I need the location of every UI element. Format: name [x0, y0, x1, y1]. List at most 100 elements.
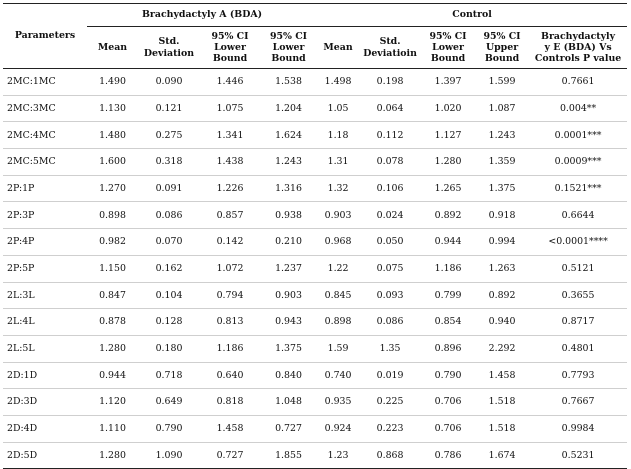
p-value-cell: 0.7661: [529, 68, 628, 96]
control-ci-upper-cell: 1.674: [475, 442, 530, 469]
control-mean-cell: 1.32: [317, 175, 360, 203]
table-row: 2L:5L 1.280 0.180 1.186 1.375 1.59 1.35 0.896 2.…: [3, 335, 628, 363]
parameter-cell: 2MC:3MC: [3, 95, 87, 123]
bda-group-header: Brachydactyly A (BDA): [87, 3, 318, 27]
parameter-cell: 2P:3P: [3, 201, 87, 230]
control-std-header-line: Std.: [379, 36, 401, 48]
control-std-header-line: Deviatioin: [363, 47, 417, 59]
bda-std-header: Std. Deviation: [138, 26, 200, 69]
parameter-cell: 2L:5L: [3, 335, 87, 363]
table-row: 2MC:1MC 1.490 0.090 1.446 1.538 1.498 0.198 1.3…: [3, 68, 628, 96]
p-value-cell: 0.6644: [529, 201, 628, 230]
control-group-header: Control: [317, 3, 628, 27]
bda-ci-lower-cell: 1.438: [200, 148, 260, 176]
control-ci-upper-cell: 1.458: [475, 362, 530, 390]
bda-ci-second-cell: 1.855: [260, 442, 318, 469]
bda-ci-second-cell: 1.375: [260, 335, 318, 363]
control-mean-cell: 0.924: [317, 415, 360, 443]
bda-mean-cell: 0.847: [87, 282, 138, 310]
control-std-cell: 0.112: [359, 121, 422, 150]
control-mean-cell: 1.22: [317, 255, 360, 283]
control-std-cell: 0.019: [359, 362, 422, 390]
bda-ci-second-cell: 1.538: [260, 68, 318, 96]
bda-mean-cell: 0.944: [87, 362, 138, 390]
control-mean-header-line: Mean: [323, 41, 353, 53]
bda-ci-lower-cell: 0.142: [200, 228, 260, 256]
control-ci-upper-cell: 1.243: [475, 121, 530, 150]
bda-ci-lower-header: 95% CI Lower Bound: [200, 26, 260, 69]
control-ci-upper-cell: 1.263: [475, 255, 530, 283]
parameter-cell: 2MC:4MC: [3, 121, 87, 150]
control-ci-lower-cell: 0.892: [421, 201, 476, 230]
control-mean-cell: 1.31: [317, 148, 360, 176]
table-row: 2MC:5MC 1.600 0.318 1.438 1.243 1.31 0.078 1.28…: [3, 148, 628, 176]
p-value-header: Brachydactyly y E (BDA) Vs Controls P valu…: [529, 26, 628, 69]
p-value-cell: 0.7793: [529, 362, 628, 390]
control-std-cell: 0.198: [359, 68, 422, 96]
bda-std-cell: 0.086: [138, 201, 200, 230]
table-row: 2P:1P 1.270 0.091 1.226 1.316 1.32 0.106 1.265 1…: [3, 175, 628, 203]
control-std-cell: 0.050: [359, 228, 422, 256]
bda-std-header-line: Std.: [158, 36, 180, 48]
header-sub-row: Mean Std. Deviation 95% CI Lower Bound 95% CI L…: [3, 26, 628, 69]
parameter-cell: 2L:3L: [3, 282, 87, 310]
control-ci-lower-cell: 0.786: [421, 442, 476, 469]
table-row: 2D:4D 1.110 0.790 1.458 0.727 0.924 0.223 0.706…: [3, 415, 628, 443]
control-mean-header: Mean: [317, 26, 360, 69]
bda-ci-lower-cell: 1.458: [200, 415, 260, 443]
p-value-header-line: Controls P value: [534, 53, 622, 65]
parameter-cell: 2D:1D: [3, 362, 87, 390]
table-row: 2MC:3MC 1.130 0.121 1.075 1.204 1.05 0.064 1.02…: [3, 95, 628, 123]
control-ci-lower-cell: 1.127: [421, 121, 476, 150]
p-value-cell: 0.7667: [529, 388, 628, 416]
p-value-cell: 0.5121: [529, 255, 628, 283]
bda-ci-second-cell: 1.204: [260, 95, 318, 123]
p-value-cell: 0.8717: [529, 308, 628, 336]
control-ci-lower-header: 95% CI Lower Bound: [421, 26, 476, 69]
p-value-cell: 0.0001***: [529, 121, 628, 150]
control-ci-lower-cell: 1.280: [421, 148, 476, 176]
p-value-cell: 0.004**: [529, 95, 628, 123]
control-mean-cell: 0.903: [317, 201, 360, 230]
table-header: Parameters Brachydactyly A (BDA) Control…: [3, 3, 628, 69]
control-std-cell: 1.35: [359, 335, 422, 363]
parameter-cell: 2L:4L: [3, 308, 87, 336]
bda-ci-second-cell: 0.943: [260, 308, 318, 336]
control-std-cell: 0.106: [359, 175, 422, 203]
parameter-cell: 2D:4D: [3, 415, 87, 443]
bda-mean-cell: 1.270: [87, 175, 138, 203]
control-ci-upper-cell: 0.940: [475, 308, 530, 336]
bda-std-cell: 0.180: [138, 335, 200, 363]
bda-mean-header: Mean: [87, 26, 138, 69]
control-ci-lower-header-line: 95% CI: [429, 30, 467, 42]
control-ci-upper-header-line: Upper: [485, 41, 519, 53]
control-mean-cell: 1.59: [317, 335, 360, 363]
bda-ci-lower-header-line: Lower: [214, 41, 246, 53]
control-std-cell: 0.086: [359, 308, 422, 336]
bda-std-cell: 1.090: [138, 442, 200, 469]
control-std-cell: 0.093: [359, 282, 422, 310]
control-mean-cell: 1.498: [317, 68, 360, 96]
control-std-cell: 0.075: [359, 255, 422, 283]
control-ci-lower-cell: 1.265: [421, 175, 476, 203]
parameter-cell: 2MC:1MC: [3, 68, 87, 96]
bda-ci-second-cell: 0.210: [260, 228, 318, 256]
bda-ci-lower-cell: 0.794: [200, 282, 260, 310]
p-value-cell: 0.4801: [529, 335, 628, 363]
control-ci-upper-cell: 1.087: [475, 95, 530, 123]
p-value-cell: 0.0009***: [529, 148, 628, 176]
bda-ci-lower-cell: 0.857: [200, 201, 260, 230]
control-std-cell: 0.064: [359, 95, 422, 123]
control-mean-cell: 1.18: [317, 121, 360, 150]
control-ci-upper-cell: 1.375: [475, 175, 530, 203]
bda-ci-lower-cell: 1.075: [200, 95, 260, 123]
table-row: 2L:3L 0.847 0.104 0.794 0.903 0.845 0.093 0.799…: [3, 282, 628, 310]
bda-ci-second-cell: 1.624: [260, 121, 318, 150]
bda-ci-second-cell: 1.237: [260, 255, 318, 283]
bda-mean-cell: 0.898: [87, 201, 138, 230]
bda-std-cell: 0.121: [138, 95, 200, 123]
p-value-cell: 0.5231: [529, 442, 628, 469]
bda-ci-lower-cell: 1.341: [200, 121, 260, 150]
table-row: 2D:5D 1.280 1.090 0.727 1.855 1.23 0.868 0.786 1…: [3, 442, 628, 469]
control-std-cell: 0.868: [359, 442, 422, 469]
